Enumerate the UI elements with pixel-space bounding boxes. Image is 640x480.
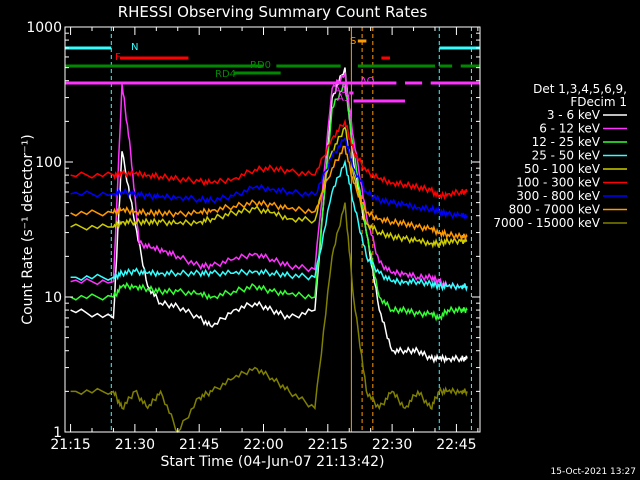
flag-label-n: N (131, 42, 138, 53)
x-tick-label: 22:15 (308, 437, 348, 453)
y-axis-label: Count Rate (s⁻¹ detector⁻¹) (20, 134, 36, 324)
x-axis-label: Start Time (04-Jun-07 21:13:42) (161, 454, 385, 470)
flag-label-a1: A1 (334, 85, 347, 96)
flag-label-ao: AO (360, 76, 375, 87)
legend-subtitle: FDecim 1 (570, 95, 627, 109)
series-line-50-100kev (70, 126, 468, 249)
legend-label: 800 - 7000 keV (509, 203, 601, 217)
x-tick-label: 22:30 (372, 437, 412, 453)
legend-label: 25 - 50 keV (532, 149, 601, 163)
footer-timestamp: 15-Oct-2021 13:27 (551, 467, 636, 477)
flag-label-s: S (350, 36, 356, 47)
series-line-3-6kev (70, 67, 468, 364)
y-tick-label: 1 (53, 425, 62, 441)
x-tick-label: 22:00 (243, 437, 283, 453)
legend-title: Det 1,3,4,5,6,9, (533, 82, 627, 96)
plot-frame (64, 26, 481, 433)
flag-label-rd0: RD0 (250, 60, 271, 71)
series-line-7000-15000kev (70, 202, 468, 434)
x-tick-label: 21:15 (50, 437, 90, 453)
series-line-6-12kev (70, 71, 468, 292)
flag-label-a3: A3 (337, 93, 350, 104)
x-tick-label: 22:45 (436, 437, 476, 453)
x-tick-label: 21:45 (179, 437, 219, 453)
flag-label-rd4: RD4 (215, 69, 236, 80)
legend-label: 7000 - 15000 keV (493, 216, 600, 230)
y-tick-label: 1000 (26, 20, 62, 36)
series-line-100-300kev (70, 118, 468, 201)
legend-label: 300 - 800 keV (516, 189, 600, 203)
series-line-800-7000kev (70, 145, 468, 241)
series-line-12-25kev (70, 82, 468, 322)
legend-label: 6 - 12 keV (539, 122, 601, 136)
y-tick-label: 100 (35, 155, 62, 171)
x-tick-label: 21:30 (115, 437, 155, 453)
chart-title: RHESSI Observing Summary Count Rates (118, 3, 428, 21)
legend-label: 3 - 6 keV (547, 108, 601, 122)
legend-label: 50 - 100 keV (524, 162, 601, 176)
flag-label-f: F (115, 52, 121, 63)
y-tick-label: 10 (44, 290, 62, 306)
series-line-300-800kev (70, 136, 468, 220)
legend-label: 100 - 300 keV (516, 176, 600, 190)
legend-label: 12 - 25 keV (532, 135, 601, 149)
series-line-25-50kev (70, 159, 468, 292)
